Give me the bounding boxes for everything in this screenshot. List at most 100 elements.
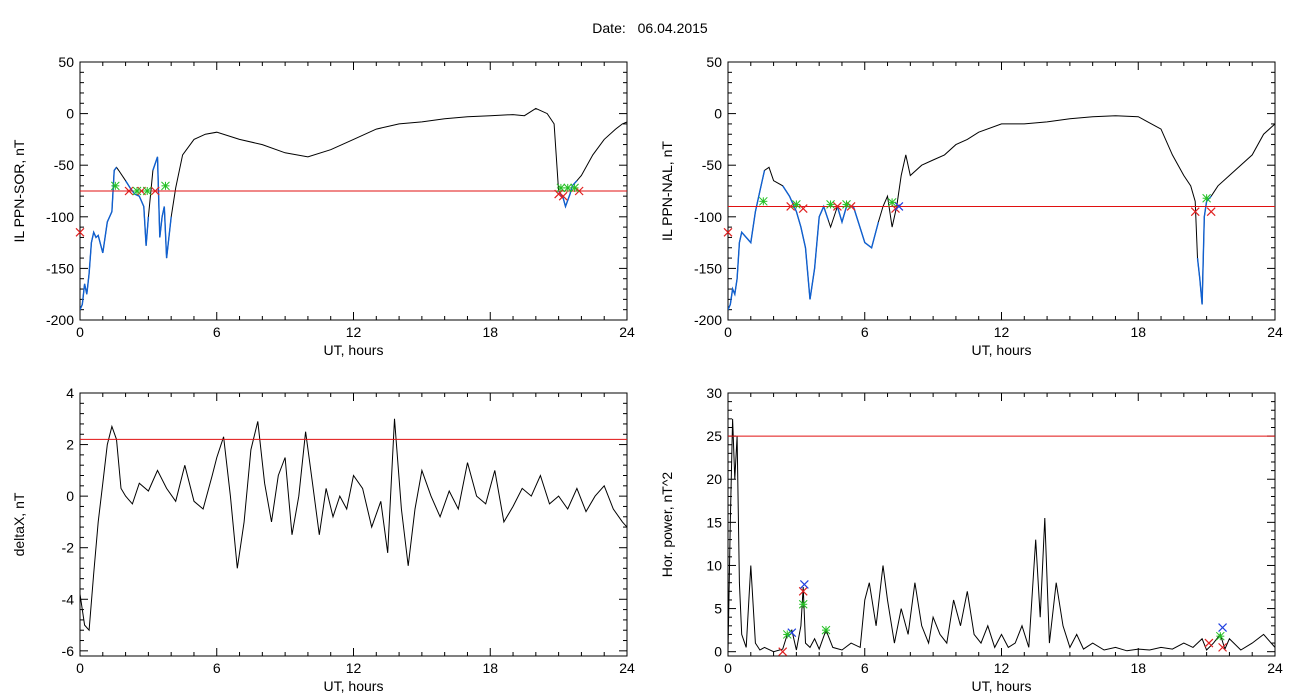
marker-start <box>556 183 566 193</box>
marker-end <box>150 186 160 196</box>
event-segment <box>728 170 766 310</box>
marker-end-stroke <box>798 204 808 213</box>
marker-end <box>1204 638 1214 648</box>
series-line <box>80 107 627 310</box>
marker-start <box>758 196 768 206</box>
marker-peak-stroke <box>799 580 809 589</box>
y-tick-label: -200 <box>46 312 74 328</box>
marker-start <box>842 200 851 209</box>
marker-end <box>832 202 842 211</box>
marker-end-stroke <box>150 186 160 196</box>
series-line <box>728 418 1275 653</box>
y-tick-label: -200 <box>694 312 722 328</box>
event-segment <box>782 185 807 248</box>
x-tick-label: 6 <box>861 324 869 340</box>
y-tick-label: 15 <box>706 514 722 530</box>
x-tick-label: 6 <box>213 324 221 340</box>
x-axis-label: UT, hours <box>972 678 1032 694</box>
marker-end <box>846 202 856 211</box>
y-tick-label: 4 <box>66 385 74 401</box>
x-tick-label: 0 <box>724 324 732 340</box>
marker-end-stroke <box>723 227 733 237</box>
x-tick-label: 18 <box>482 660 498 676</box>
y-tick-label: 0 <box>714 644 722 660</box>
x-tick-label: 24 <box>1267 660 1283 676</box>
x-axis-label: UT, hours <box>972 342 1032 358</box>
plot-frame <box>727 392 1276 657</box>
y-tick-label: -6 <box>62 643 75 659</box>
marker-start <box>570 183 579 193</box>
x-tick-label: 6 <box>213 660 221 676</box>
x-tick-label: 18 <box>1130 660 1146 676</box>
event-segment <box>152 156 172 259</box>
marker-end <box>786 202 796 211</box>
event-segment <box>80 166 118 310</box>
marker-start <box>132 186 142 196</box>
marker-end <box>1206 207 1216 217</box>
marker-start <box>782 630 792 639</box>
chart-nal: 0 6 12 18 24 -200 -150 -100 -50 0 50 UT, hours IL PP… <box>659 54 1283 358</box>
marker-end-stroke <box>832 202 842 211</box>
y-tick-label: -50 <box>54 157 74 173</box>
y-axis-label: Hor. power, nT^2 <box>659 472 675 578</box>
marker-end-stroke <box>558 191 568 201</box>
marker-start <box>142 186 152 196</box>
marker-start <box>161 181 170 191</box>
marker-start <box>887 197 897 207</box>
marker-end <box>798 204 808 213</box>
figure-title: Date: 06.04.2015 <box>0 20 1300 36</box>
x-tick-label: 6 <box>861 660 869 676</box>
x-tick-label: 18 <box>1130 324 1146 340</box>
plot-frame <box>79 392 628 657</box>
y-tick-label: -150 <box>694 260 722 276</box>
plot-frame <box>727 61 1276 321</box>
y-axis-label: IL PPN-NAL, nT <box>659 141 675 241</box>
x-tick-label: 0 <box>76 324 84 340</box>
marker-peak <box>799 580 809 589</box>
x-tick-label: 0 <box>76 660 84 676</box>
marker-end-stroke <box>124 186 134 196</box>
marker-end-stroke <box>574 186 584 196</box>
chart-sor: 0 6 12 18 24 -200 -150 -100 -50 0 50 UT, hours IL PP… <box>11 54 635 358</box>
marker-end <box>723 227 733 237</box>
title-label: Date: <box>592 20 626 36</box>
series-line <box>80 418 627 632</box>
marker-end-stroke <box>786 202 796 211</box>
event-segment <box>804 204 829 300</box>
marker-peak <box>894 202 904 211</box>
marker-end <box>1218 642 1228 652</box>
x-tick-label: 12 <box>994 324 1010 340</box>
marker-peak <box>1218 623 1228 632</box>
marker-end-stroke <box>1206 207 1216 217</box>
y-tick-label: 10 <box>706 557 722 573</box>
marker-start <box>798 599 808 609</box>
marker-start <box>826 200 835 209</box>
marker-start <box>563 183 573 193</box>
y-axis-label: deltaX, nT <box>11 492 27 556</box>
y-tick-label: 5 <box>714 601 722 617</box>
y-tick-label: 30 <box>706 385 722 401</box>
y-tick-label: -100 <box>46 209 74 225</box>
marker-start <box>1202 193 1211 203</box>
marker-end-stroke <box>1218 642 1228 652</box>
event-segment <box>1196 195 1212 305</box>
y-tick-label: 0 <box>66 106 74 122</box>
marker-start <box>821 625 831 635</box>
y-tick-label: -100 <box>694 209 722 225</box>
x-tick-label: 18 <box>482 324 498 340</box>
marker-end <box>558 191 568 201</box>
marker-end-stroke <box>778 647 788 657</box>
marker-end-stroke <box>846 202 856 211</box>
y-axis-label: IL PPN-SOR, nT <box>11 139 27 242</box>
marker-start <box>110 181 120 191</box>
event-segment <box>836 205 880 249</box>
marker-end-stroke <box>798 586 808 596</box>
x-tick-label: 12 <box>994 660 1010 676</box>
x-axis-label: UT, hours <box>324 342 384 358</box>
y-tick-label: 0 <box>66 488 74 504</box>
y-tick-label: 50 <box>58 54 74 70</box>
y-tick-label: -50 <box>702 157 722 173</box>
x-tick-label: 12 <box>346 660 362 676</box>
